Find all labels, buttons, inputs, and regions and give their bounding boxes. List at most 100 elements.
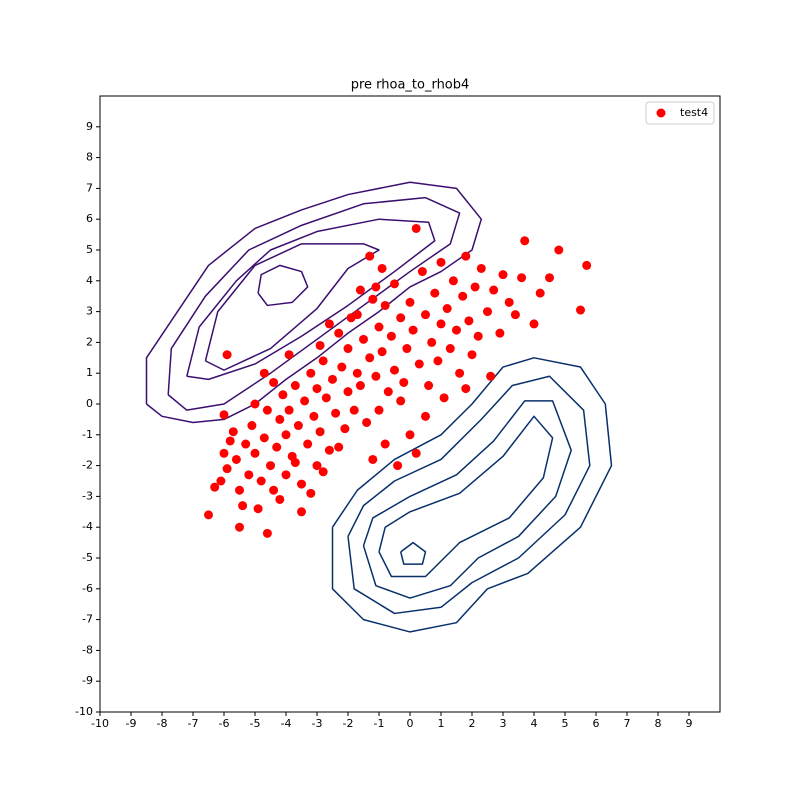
scatter-point xyxy=(380,300,390,310)
y-tick-label: 6 xyxy=(86,212,93,225)
scatter-point xyxy=(510,310,520,320)
x-tick-label: -7 xyxy=(188,717,199,730)
scatter-point xyxy=(405,430,415,440)
scatter-point xyxy=(219,410,229,420)
x-tick-label: -1 xyxy=(374,717,385,730)
scatter-point xyxy=(355,381,365,391)
scatter-point xyxy=(315,340,325,350)
scatter-point xyxy=(222,464,232,474)
scatter-point xyxy=(250,448,260,458)
scatter-point xyxy=(231,454,241,464)
scatter-point xyxy=(343,387,353,397)
scatter-point xyxy=(458,291,468,301)
scatter-point xyxy=(328,374,337,384)
x-tick-label: 2 xyxy=(469,717,476,730)
y-tick-label: -10 xyxy=(75,705,93,718)
scatter-point xyxy=(284,350,294,360)
scatter-point xyxy=(442,304,452,314)
scatter-point xyxy=(377,263,387,273)
scatter-point xyxy=(275,494,285,504)
scatter-point xyxy=(290,458,300,468)
scatter-point xyxy=(297,479,306,489)
scatter-point xyxy=(219,448,229,458)
scatter-point xyxy=(297,507,306,517)
contour-line xyxy=(186,218,436,381)
scatter-point xyxy=(222,350,232,360)
scatter-point xyxy=(318,467,328,477)
scatter-point xyxy=(374,405,384,415)
scatter-point xyxy=(464,316,474,326)
scatter-point xyxy=(380,439,390,449)
scatter-point xyxy=(436,257,446,267)
contour-line xyxy=(167,196,461,411)
scatter-point xyxy=(535,288,545,298)
scatter-point xyxy=(529,319,539,329)
legend-box xyxy=(645,101,715,125)
scatter-point xyxy=(340,424,350,434)
y-tick-label: 8 xyxy=(86,151,93,164)
scatter-point xyxy=(467,350,477,360)
contour-line xyxy=(204,243,380,371)
scatter-point xyxy=(312,384,322,394)
x-tick-label: 8 xyxy=(655,717,662,730)
y-tick-label: 9 xyxy=(86,120,93,133)
legend-marker xyxy=(656,108,666,118)
scatter-point xyxy=(225,436,235,446)
scatter-point xyxy=(262,528,272,538)
x-tick-label: -3 xyxy=(312,717,323,730)
scatter-point xyxy=(284,405,294,415)
contour-line xyxy=(347,375,591,615)
scatter-point xyxy=(498,270,508,280)
x-tick-label: 1 xyxy=(438,717,445,730)
y-tick-label: -8 xyxy=(82,643,93,656)
scatter-point xyxy=(554,245,564,255)
scatter-point xyxy=(582,260,592,270)
scatter-point xyxy=(445,344,455,354)
contour-line xyxy=(257,264,309,307)
scatter-point xyxy=(250,399,260,409)
y-tick-label: -5 xyxy=(82,551,93,564)
scatter-point xyxy=(334,328,344,338)
scatter-point xyxy=(355,285,365,295)
scatter-point xyxy=(256,476,266,486)
y-tick-label: 1 xyxy=(86,366,93,379)
x-tick-label: -6 xyxy=(219,717,230,730)
scatter-point xyxy=(293,421,303,431)
scatter-point xyxy=(396,313,406,323)
scatter-point xyxy=(352,310,362,320)
scatter-point xyxy=(334,442,344,452)
scatter-point xyxy=(371,282,381,292)
scatter-point xyxy=(411,448,421,458)
y-tick-label: -4 xyxy=(82,520,93,533)
y-tick-label: -6 xyxy=(82,582,93,595)
y-tick-label: 0 xyxy=(86,397,93,410)
scatter-point xyxy=(576,305,585,315)
scatter-point xyxy=(321,393,331,403)
chart-title: pre rhoa_to_rhob4 xyxy=(351,78,470,93)
scatter-point xyxy=(312,461,322,471)
scatter-point xyxy=(377,347,387,357)
scatter-point xyxy=(405,297,415,307)
contour-line xyxy=(378,415,554,578)
scatter-point xyxy=(461,384,471,394)
contour-line xyxy=(362,400,572,599)
scatter-point xyxy=(439,393,449,403)
scatter-point xyxy=(349,405,359,415)
x-tick-label: 3 xyxy=(500,717,507,730)
scatter-point xyxy=(430,288,440,298)
scatter-point xyxy=(303,439,313,449)
scatter-point xyxy=(352,368,362,378)
x-tick-label: 7 xyxy=(624,717,631,730)
scatter-point xyxy=(374,322,384,332)
scatter-point xyxy=(461,251,471,261)
scatter-point xyxy=(386,331,396,341)
x-tick-label: -9 xyxy=(126,717,137,730)
scatter-point xyxy=(545,273,554,283)
scatter-point xyxy=(266,461,275,471)
legend-label: test4 xyxy=(680,106,708,119)
scatter-point xyxy=(476,263,486,273)
scatter-point xyxy=(306,488,316,498)
scatter-point xyxy=(424,381,434,391)
scatter-point xyxy=(272,442,282,452)
